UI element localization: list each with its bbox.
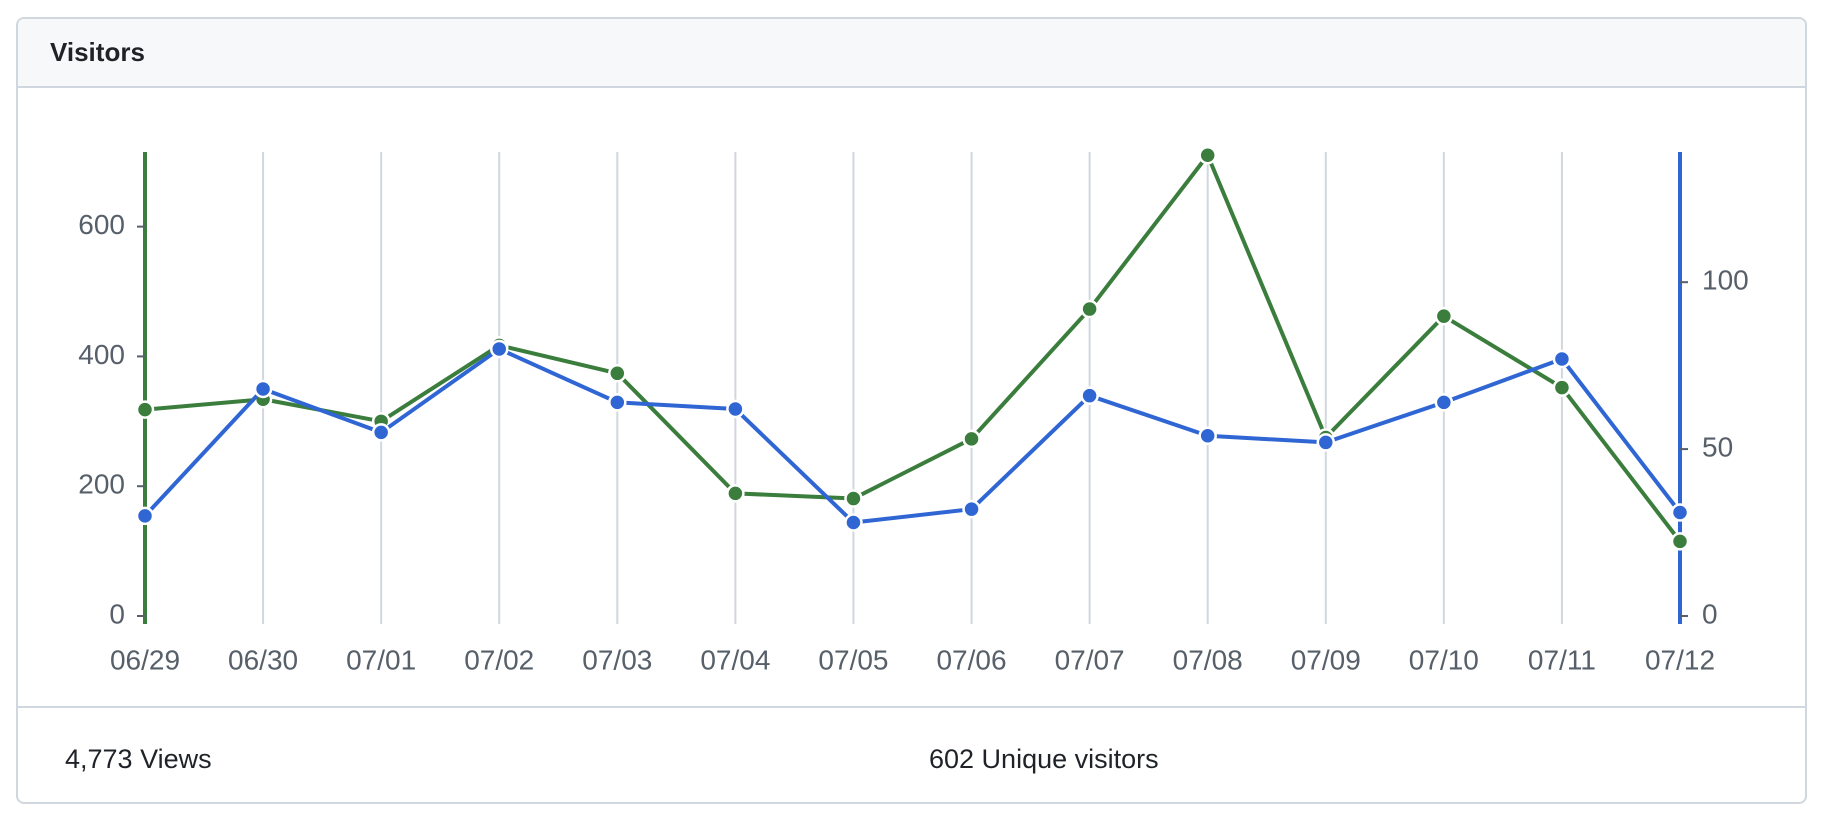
data-point bbox=[726, 484, 745, 503]
data-point bbox=[371, 423, 391, 442]
data-point bbox=[253, 379, 273, 399]
y2-tick-label: 100 bbox=[1702, 265, 1749, 296]
summary: 4,773 Views 602 Unique visitors bbox=[18, 706, 1805, 802]
data-point bbox=[844, 489, 863, 508]
data-point bbox=[962, 499, 981, 519]
x-tick-label: 07/12 bbox=[1645, 644, 1715, 675]
data-point bbox=[608, 364, 627, 383]
data-point bbox=[1080, 299, 1099, 319]
data-point bbox=[1552, 349, 1572, 369]
x-tick-label: 07/05 bbox=[818, 644, 888, 675]
data-point bbox=[608, 393, 627, 412]
data-point bbox=[135, 506, 155, 526]
data-point bbox=[962, 429, 981, 449]
views-total: 4,773 Views bbox=[65, 744, 212, 774]
x-tick-label: 07/09 bbox=[1291, 644, 1361, 675]
data-point bbox=[1434, 306, 1454, 326]
y-tick-label: 0 bbox=[109, 598, 125, 629]
data-point bbox=[1670, 503, 1690, 522]
data-point bbox=[726, 399, 745, 419]
x-tick-label: 07/08 bbox=[1173, 644, 1243, 675]
data-point bbox=[1552, 378, 1572, 397]
card-title: Visitors bbox=[18, 19, 1805, 88]
data-point bbox=[1198, 426, 1217, 445]
data-point bbox=[1670, 532, 1690, 551]
data-point bbox=[1434, 393, 1454, 412]
unique-total: 602 Unique visitors bbox=[929, 744, 1159, 774]
x-tick-label: 07/07 bbox=[1055, 644, 1125, 675]
x-tick-label: 07/02 bbox=[464, 644, 534, 675]
y2-tick-label: 0 bbox=[1702, 598, 1718, 629]
x-tick-label: 07/03 bbox=[582, 644, 652, 675]
data-point bbox=[489, 339, 509, 359]
series-line bbox=[144, 153, 1682, 543]
x-tick-label: 06/29 bbox=[110, 644, 180, 675]
data-point bbox=[1080, 386, 1099, 405]
y2-tick-label: 50 bbox=[1702, 431, 1733, 462]
series-line bbox=[143, 346, 1682, 525]
data-point bbox=[135, 400, 155, 419]
y-tick-label: 400 bbox=[78, 339, 125, 370]
x-tick-label: 07/06 bbox=[936, 644, 1006, 675]
data-point bbox=[1316, 433, 1336, 452]
x-tick-label: 07/11 bbox=[1528, 644, 1596, 675]
data-point bbox=[1198, 145, 1217, 165]
data-point bbox=[844, 513, 863, 532]
x-tick-label: 07/10 bbox=[1409, 644, 1479, 675]
visitors-card: Visitors 4,773 Views 602 Unique visitors bbox=[16, 17, 1807, 804]
x-tick-label: 07/01 bbox=[346, 644, 416, 675]
y-tick-label: 600 bbox=[78, 209, 125, 240]
x-tick-label: 07/04 bbox=[700, 644, 770, 675]
y-tick-label: 200 bbox=[78, 469, 125, 500]
x-tick-label: 06/30 bbox=[228, 644, 298, 675]
